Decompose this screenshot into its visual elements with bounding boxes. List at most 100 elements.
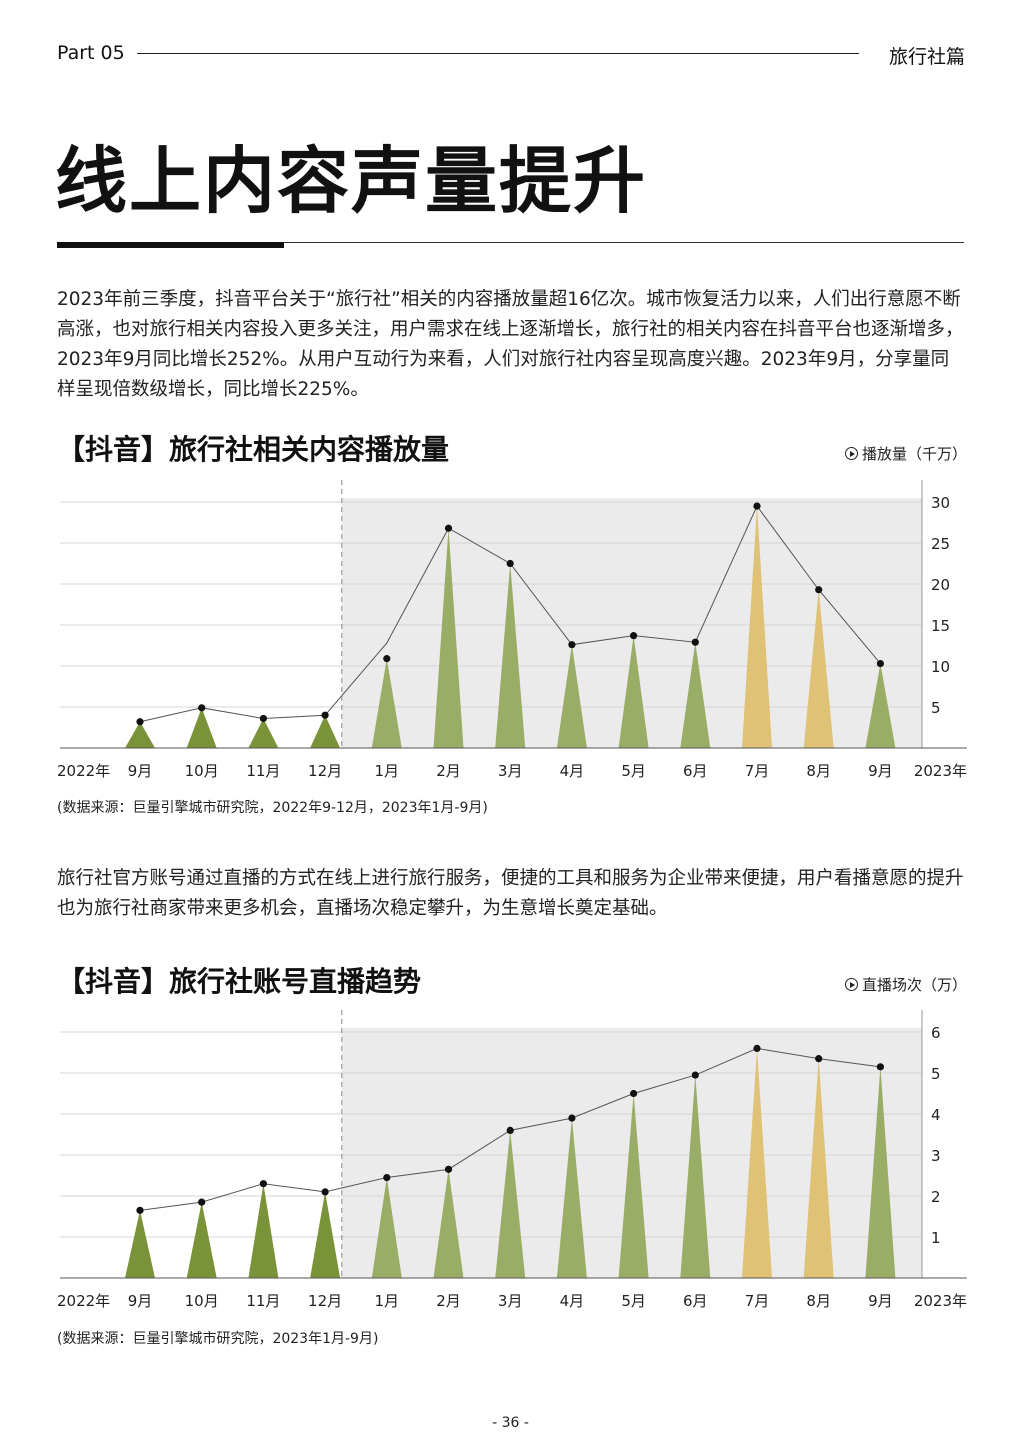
chart1-xtick-label: 2月 [436, 762, 461, 780]
chart1-ytick-label: 5 [931, 699, 941, 717]
chart1-xtick-label: 6月 [683, 762, 708, 780]
chart1-bar-9 [618, 635, 649, 748]
chart2-bar-1 [125, 1210, 155, 1278]
chart1-point-10 [691, 638, 699, 646]
chart1-point-1 [136, 718, 144, 726]
chart2-xtick-label: 2月 [436, 1292, 461, 1310]
chart2-xtick-label: 12月 [308, 1292, 342, 1310]
chart1-bar-8 [556, 644, 587, 748]
chart2-x-end-label: 2023年 [914, 1292, 967, 1310]
part-label: Part 05 [57, 42, 125, 64]
chart1-xtick-label: 12月 [308, 762, 342, 780]
chart2-bar-11 [742, 1048, 772, 1278]
chart2-bar-12 [803, 1058, 834, 1278]
chart1-unit-label: 播放量（千万） [844, 443, 967, 464]
chart1-source: (数据来源：巨量引擎城市研究院，2022年9-12月，2023年1月-9月) [57, 800, 488, 816]
chart1-bar-12 [803, 589, 834, 748]
chart1-bar-6 [433, 528, 464, 748]
chart2-bar-3 [248, 1183, 279, 1278]
chart2-ytick-label: 6 [931, 1024, 941, 1042]
chart2-point-8 [568, 1114, 576, 1122]
chart2-xtick-label: 9月 [128, 1292, 153, 1310]
chart1-point-6 [444, 524, 453, 532]
chart2-ytick-label: 1 [931, 1229, 941, 1247]
chart1-ytick-label: 30 [931, 494, 950, 512]
chart2-bar-5 [371, 1177, 402, 1278]
chart2-bar-2 [186, 1202, 217, 1278]
chart2-xtick-label: 3月 [498, 1292, 523, 1310]
chart1-unit-text: 播放量（千万） [861, 445, 967, 463]
chart1-point-13 [876, 659, 885, 668]
chart2-bar-4 [310, 1191, 341, 1278]
chart1-bar-5 [371, 658, 402, 748]
chart1-xtick-label: 1月 [375, 762, 400, 780]
chart2-plot: 1 2 3 4 5 6 2022年 9月 10月 11月 12月 1月 2月 3月 4月 5月 6月 7月 8月 9月… [57, 1010, 967, 1310]
chart2-ytick-label: 5 [931, 1065, 941, 1083]
chart1-bar-7 [495, 563, 526, 748]
chart2-ytick-label: 3 [931, 1147, 941, 1165]
chart2-xtick-label: 5月 [621, 1292, 646, 1310]
chart1-point-5 [383, 655, 391, 663]
chart1-point-3 [259, 714, 267, 723]
chart2-xtick-label: 4月 [560, 1292, 585, 1310]
chart2-point-5 [383, 1173, 391, 1182]
chart2-unit-label: 直播场次（万） [844, 974, 967, 995]
chart1-bar-4 [310, 715, 341, 748]
chart2-xtick-label: 11月 [246, 1292, 280, 1310]
chart1-ytick-label: 25 [931, 535, 950, 553]
chart1-bar-3 [248, 718, 279, 748]
chart2-point-4 [321, 1188, 329, 1196]
chart2-ytick-label: 4 [931, 1106, 941, 1124]
chart2-point-12 [815, 1055, 823, 1063]
chart1-point-7 [506, 559, 514, 568]
chart2-xtick-label: 6月 [683, 1292, 708, 1310]
chart1-xtick-label: 5月 [621, 762, 646, 780]
title-underline [57, 242, 964, 243]
chart2-bar-13 [865, 1066, 896, 1278]
chart2-point-11 [753, 1044, 761, 1052]
chart2-point-2 [198, 1198, 206, 1206]
chart2-point-7 [506, 1126, 514, 1134]
chart2-point-1 [136, 1206, 144, 1214]
chart2-x-start-label: 2022年 [57, 1292, 110, 1310]
play-circle-icon [844, 447, 858, 460]
chart2-xtick-label: 1月 [375, 1292, 400, 1310]
chart2-ytick-label: 2 [931, 1188, 941, 1206]
chart1-bar-1 [125, 721, 155, 748]
chart1-xtick-label: 10月 [185, 762, 219, 780]
chart2-point-3 [259, 1180, 267, 1188]
chart1-xtick-label: 8月 [806, 762, 831, 780]
chart1-xtick-label: 9月 [128, 762, 153, 780]
chart1-ytick-label: 15 [931, 617, 950, 635]
chart1-x-start-label: 2022年 [57, 762, 110, 780]
chart1-point-4 [321, 711, 329, 719]
chart2-bar-7 [495, 1130, 526, 1278]
chart1-point-11 [753, 502, 761, 510]
chart1-plot: 5 10 15 20 25 30 2022年 9月 10月 11月 12月 1月 2月 3月 4月 5月 6月 7… [57, 480, 967, 780]
chart1-bar-2 [186, 707, 217, 748]
page-title: 线上内容声量提升 [55, 139, 648, 223]
chart2-xtick-label: 9月 [868, 1292, 893, 1310]
title-underline-accent [57, 242, 284, 248]
chart2-bar-10 [680, 1075, 711, 1278]
intro-paragraph: 2023年前三季度，抖音平台关于“旅行社”相关的内容播放量超16亿次。城市恢复活… [57, 289, 964, 400]
chart1-bar-13 [865, 663, 896, 748]
section-label: 旅行社篇 [888, 46, 965, 68]
chart1-ytick-label: 10 [931, 658, 950, 676]
chart1-point-9 [630, 632, 638, 640]
chart2-bar-6 [433, 1169, 464, 1278]
chart2-bar-8 [556, 1118, 587, 1278]
chart1-bar-11 [742, 506, 772, 748]
chart1-point-12 [815, 586, 823, 594]
chart1-xtick-label: 3月 [498, 762, 523, 780]
chart1-xtick-label: 7月 [745, 762, 770, 780]
chart2-unit-text: 直播场次（万） [861, 976, 967, 994]
chart1-bar-10 [680, 642, 711, 748]
chart2-point-9 [630, 1089, 638, 1098]
chart1-x-end-label: 2023年 [914, 762, 967, 780]
chart1-xtick-label: 11月 [246, 762, 280, 780]
chart1-xtick-label: 4月 [560, 762, 585, 780]
chart2-xtick-label: 7月 [745, 1292, 770, 1310]
live-paragraph: 旅行社官方账号通过直播的方式在线上进行旅行服务，便捷的工具和服务为企业带来便捷，… [57, 868, 964, 919]
chart2-point-6 [444, 1165, 453, 1173]
